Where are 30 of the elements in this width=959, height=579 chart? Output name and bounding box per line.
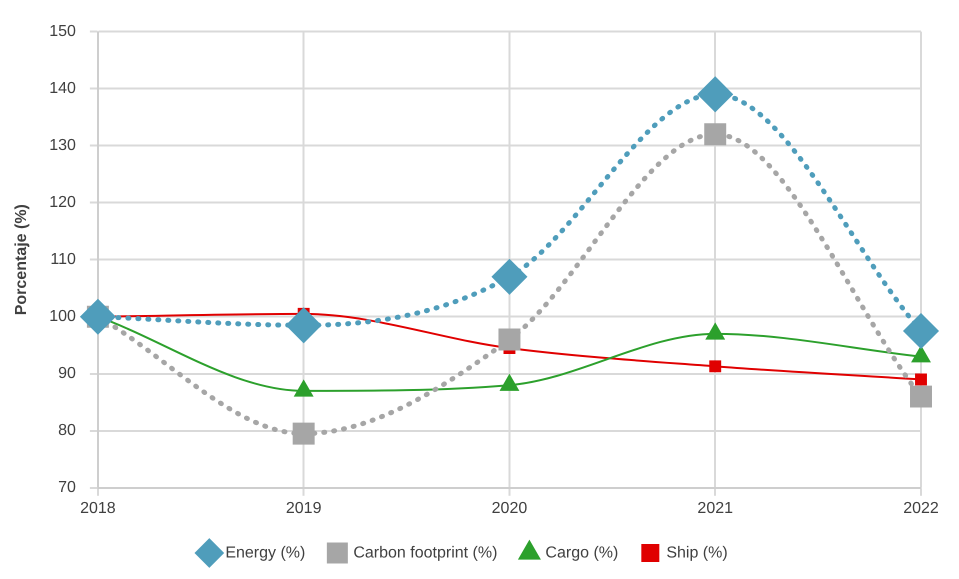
point: [292, 422, 315, 445]
y-tick-label: 130: [49, 137, 76, 154]
legend-label: Energy (%): [225, 544, 306, 562]
y-tick-label: 100: [49, 308, 76, 326]
point: [910, 386, 932, 408]
x-tick-label: 2019: [286, 500, 322, 517]
point: [904, 314, 938, 348]
y-tick-label: 90: [58, 365, 76, 382]
point: [492, 260, 526, 294]
y-tick-label: 110: [50, 251, 76, 268]
x-tick-label: 2020: [492, 500, 528, 517]
legend-label: Carbon footprint (%): [353, 544, 498, 562]
point: [709, 360, 722, 372]
point: [80, 300, 115, 334]
y-tick-label: 80: [58, 422, 76, 440]
y-tick-label: 120: [49, 194, 76, 212]
point: [286, 308, 321, 342]
point: [915, 374, 927, 386]
legend-label: Ship (%): [666, 544, 728, 562]
y-tick-label: 150: [49, 23, 76, 40]
legend-label: Cargo (%): [545, 544, 618, 562]
y-tick-label: 140: [49, 80, 76, 98]
point: [704, 123, 726, 146]
x-tick-label: 2021: [697, 500, 734, 517]
y-axis-title: Porcentaje (%): [13, 204, 30, 316]
x-tick-label: 2022: [903, 500, 939, 517]
y-tick-label: 70: [58, 479, 76, 496]
point: [698, 77, 732, 112]
point: [498, 328, 520, 351]
x-tick-label: 2018: [80, 500, 116, 517]
